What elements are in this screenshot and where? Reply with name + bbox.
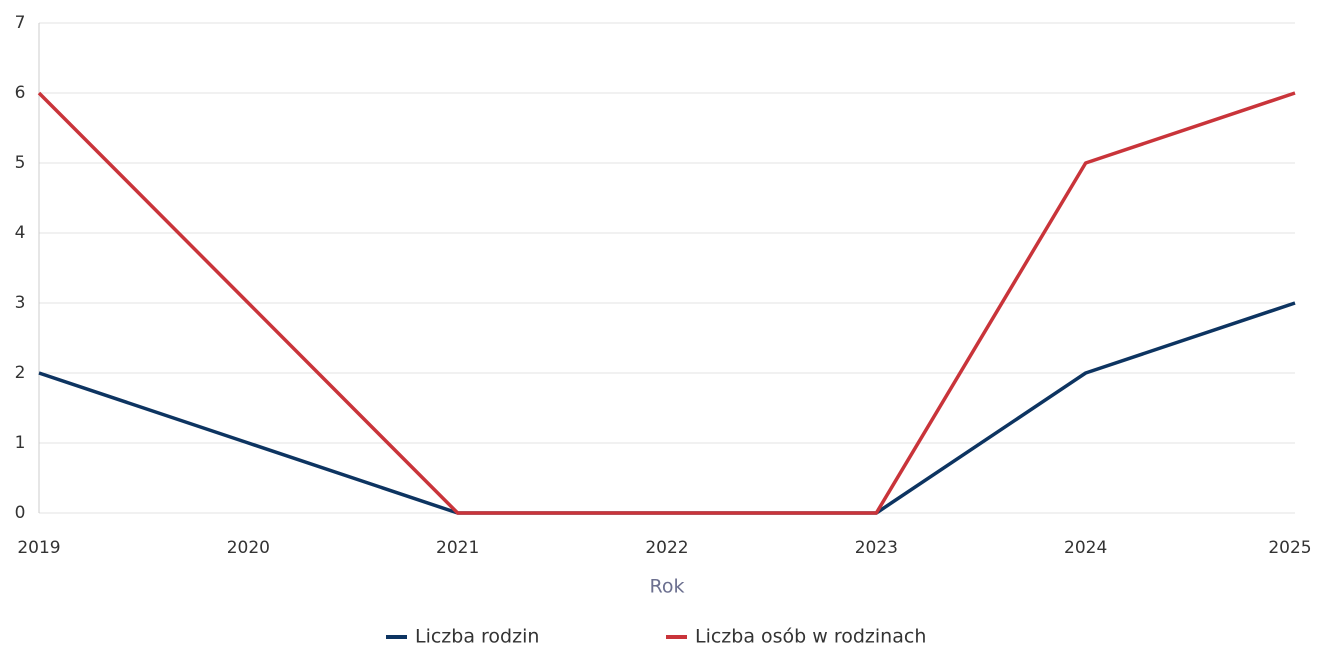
x-axis-label: Rok [650, 576, 685, 598]
y-tick-label: 1 [15, 433, 26, 453]
x-tick-label: 2022 [645, 538, 688, 558]
y-tick-label: 2 [15, 363, 26, 383]
legend-label: Liczba rodzin [415, 626, 539, 647]
y-tick-label: 0 [15, 503, 26, 523]
y-tick-label: 7 [15, 13, 26, 33]
line-series [37, 91, 1296, 515]
line-series [38, 301, 1296, 515]
y-tick-label: 4 [15, 223, 26, 243]
legend-label: Liczba osób w rodzinach [695, 626, 926, 647]
x-tick-label: 2019 [17, 538, 60, 558]
y-tick-label: 5 [15, 153, 26, 173]
x-tick-label: 2020 [227, 538, 270, 558]
x-tick-label: 2023 [855, 538, 898, 558]
x-tick-label: 2024 [1064, 538, 1107, 558]
y-tick-label: 3 [15, 293, 26, 313]
x-tick-label: 2021 [436, 538, 479, 558]
x-tick-label: 2025 [1268, 538, 1311, 558]
y-tick-label: 6 [15, 83, 26, 103]
